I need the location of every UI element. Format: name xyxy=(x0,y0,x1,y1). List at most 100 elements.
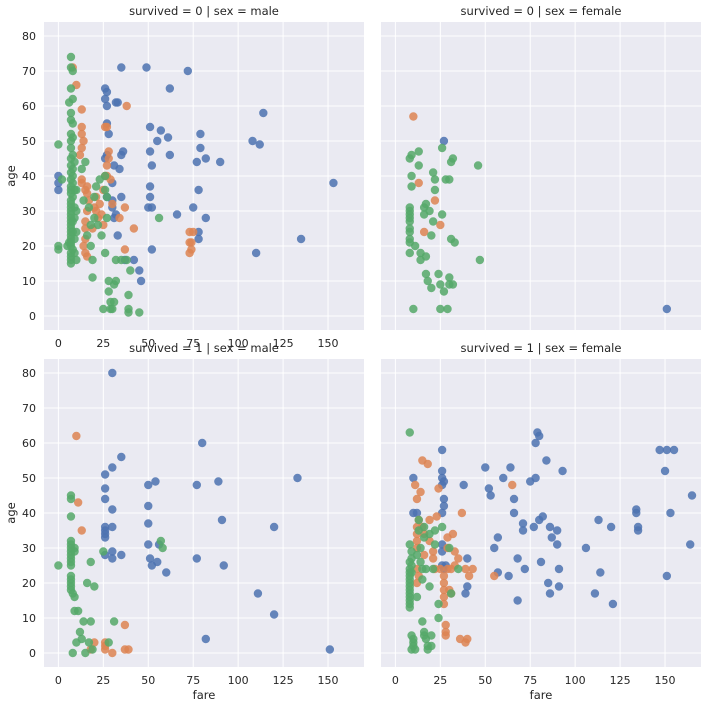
x-tick-label: 150 xyxy=(318,674,339,687)
y-tick-label: 80 xyxy=(22,30,36,43)
scatter-point xyxy=(632,508,641,518)
scatter-point xyxy=(108,304,117,314)
scatter-point xyxy=(104,638,113,647)
scatter-point xyxy=(536,557,546,567)
scatter-point xyxy=(102,213,112,223)
scatter-point xyxy=(84,638,94,647)
scatter-point xyxy=(459,480,468,490)
x-tick-label: 50 xyxy=(141,337,155,350)
y-tick-label: 40 xyxy=(22,507,36,520)
scatter-point xyxy=(68,133,77,142)
scatter-point xyxy=(531,438,540,448)
scatter-point xyxy=(95,199,104,209)
y-tick-label: 0 xyxy=(29,647,36,660)
scatter-point xyxy=(77,634,86,644)
scatter-point xyxy=(410,241,420,251)
scatter-point xyxy=(73,498,83,507)
scatter-point xyxy=(329,178,338,188)
scatter-point xyxy=(554,564,564,574)
scatter-point xyxy=(660,466,670,476)
scatter-point xyxy=(436,304,445,314)
scatter-point xyxy=(662,445,672,455)
scatter-point xyxy=(68,192,77,202)
scatter-point xyxy=(259,108,268,118)
scatter-point xyxy=(189,227,198,237)
scatter-point xyxy=(66,84,76,93)
panel-title: survived = 1 | sex = male xyxy=(129,341,279,355)
scatter-point xyxy=(104,129,113,139)
scatter-point xyxy=(436,564,445,574)
scatter-point xyxy=(437,466,447,476)
scatter-point xyxy=(518,519,528,528)
scatter-point xyxy=(454,554,463,563)
panel-title: survived = 1 | sex = female xyxy=(461,341,622,355)
scatter-point xyxy=(251,248,261,258)
scatter-point xyxy=(509,494,519,504)
scatter-point xyxy=(414,178,423,188)
facet-panel-2: survived = 0 | sex = female xyxy=(381,4,701,330)
scatter-point xyxy=(145,554,155,563)
scatter-point xyxy=(269,610,279,619)
y-tick-label: 30 xyxy=(22,542,36,555)
scatter-point xyxy=(445,543,454,553)
scatter-point xyxy=(163,133,173,142)
scatter-point xyxy=(77,122,86,132)
scatter-point xyxy=(513,554,522,563)
scatter-point xyxy=(219,561,228,570)
scatter-point xyxy=(427,631,436,640)
scatter-point xyxy=(428,564,438,574)
scatter-point xyxy=(99,547,108,556)
scatter-point xyxy=(437,522,447,532)
scatter-point xyxy=(68,164,77,174)
scatter-point xyxy=(79,136,88,146)
scatter-point xyxy=(439,287,449,296)
scatter-point xyxy=(158,543,167,553)
scatter-point xyxy=(506,463,515,472)
scatter-point xyxy=(165,84,175,93)
scatter-point xyxy=(113,231,122,240)
scatter-point xyxy=(428,547,438,556)
scatter-point xyxy=(686,540,695,549)
scatter-point xyxy=(410,480,420,490)
scatter-point xyxy=(475,255,485,265)
y-tick-label: 10 xyxy=(22,612,36,625)
scatter-point xyxy=(547,533,556,542)
scatter-point xyxy=(253,589,263,598)
scatter-point xyxy=(662,571,672,581)
scatter-point xyxy=(108,463,117,472)
scatter-point xyxy=(416,543,425,553)
scatter-point xyxy=(407,171,416,181)
scatter-point xyxy=(117,150,126,160)
scatter-point xyxy=(108,547,117,556)
x-tick-label: 75 xyxy=(186,337,200,350)
scatter-point xyxy=(542,456,551,465)
series-3 xyxy=(405,143,485,314)
scatter-point xyxy=(407,150,416,160)
scatter-point xyxy=(72,255,81,265)
scatter-point xyxy=(463,554,472,563)
x-axis-label: fare xyxy=(530,688,553,702)
scatter-point xyxy=(147,203,157,212)
scatter-point xyxy=(214,477,223,486)
y-tick-label: 60 xyxy=(22,437,36,450)
y-tick-label: 10 xyxy=(22,275,36,288)
scatter-point xyxy=(187,245,196,254)
scatter-point xyxy=(122,101,131,111)
scatter-point xyxy=(425,515,434,525)
scatter-point xyxy=(552,526,562,535)
scatter-point xyxy=(117,192,126,202)
scatter-point xyxy=(104,287,113,296)
scatter-point xyxy=(490,571,499,581)
scatter-point xyxy=(269,522,279,532)
scatter-point xyxy=(68,171,77,181)
scatter-point xyxy=(120,620,130,630)
scatter-point xyxy=(423,459,432,469)
facet-panel-3: survived = 1 | sex = male 0 10 20 30 40 50 60 70… xyxy=(4,341,364,702)
scatter-point xyxy=(108,554,117,563)
scatter-point xyxy=(129,224,139,233)
scatter-point xyxy=(412,536,422,546)
scatter-point xyxy=(144,540,153,549)
y-tick-label: 50 xyxy=(22,135,36,148)
scatter-point xyxy=(461,564,470,574)
y-tick-label: 70 xyxy=(22,65,36,78)
